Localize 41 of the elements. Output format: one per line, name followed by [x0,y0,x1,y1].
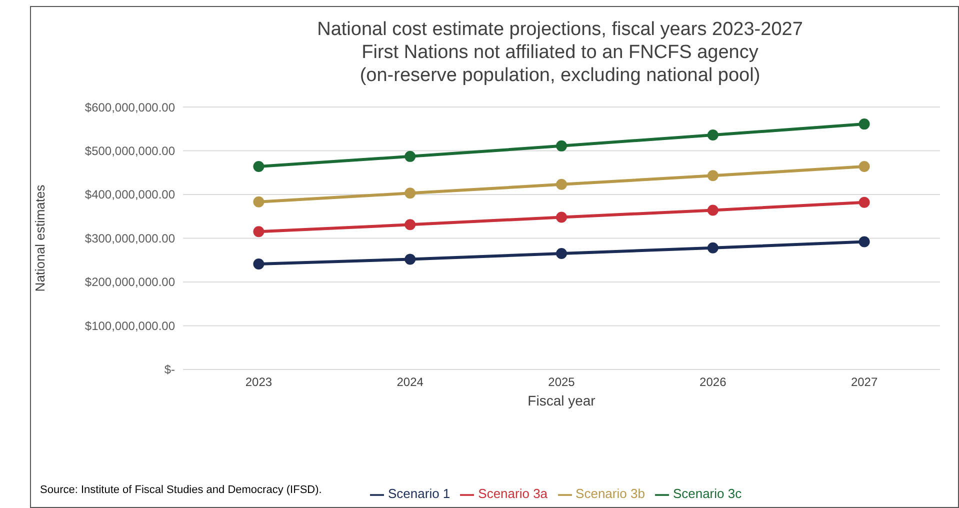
point [556,140,567,152]
x-axis-title: Fiscal year [528,392,596,408]
point [858,118,870,130]
y-tick-label: $600,000,000.00 [84,100,176,114]
legend-label: Scenario 3b [576,486,645,502]
point [253,226,264,238]
y-tick-label: $200,000,000.00 [84,275,176,290]
chart-subtitle: First Nations not affiliated to an FNCFS agency (on-reserve population, excluding national pool) [358,41,762,87]
point [556,212,567,223]
point [556,178,567,190]
point [404,219,416,230]
x-tick-label: 2025 [548,374,576,389]
legend-label: Scenario 1 [388,486,450,502]
y-tick-label: $100,000,000.00 [84,318,176,333]
y-tick-label: $300,000,000.00 [84,231,176,246]
x-tick-label: 2023 [245,374,272,389]
point [707,242,718,254]
point [556,248,567,260]
point [404,188,416,199]
point [253,196,264,208]
chart-title: National cost estimate projections, fiscal years 2023-2027 [316,18,804,41]
x-tick-label: 2026 [700,374,727,389]
point [253,258,264,270]
source-note: Source: Institute of Fiscal Studies and Democracy (IFSD). [40,484,322,496]
point [253,160,264,172]
point [404,254,416,265]
point [858,196,870,208]
y-tick-label: $- [164,362,175,377]
point [707,170,718,182]
x-tick-label: 2024 [396,374,424,389]
point [858,236,870,248]
point [707,129,718,140]
point [404,150,416,162]
x-tick-label: 2027 [850,374,878,389]
y-axis-title: National estimates [32,184,48,292]
legend-label: Scenario 3a [478,486,548,502]
y-tick-label: $500,000,000.00 [84,144,176,158]
point [858,160,870,172]
point [707,204,718,216]
legend-label: Scenario 3c [672,486,742,502]
y-tick-label: $400,000,000.00 [84,188,176,202]
